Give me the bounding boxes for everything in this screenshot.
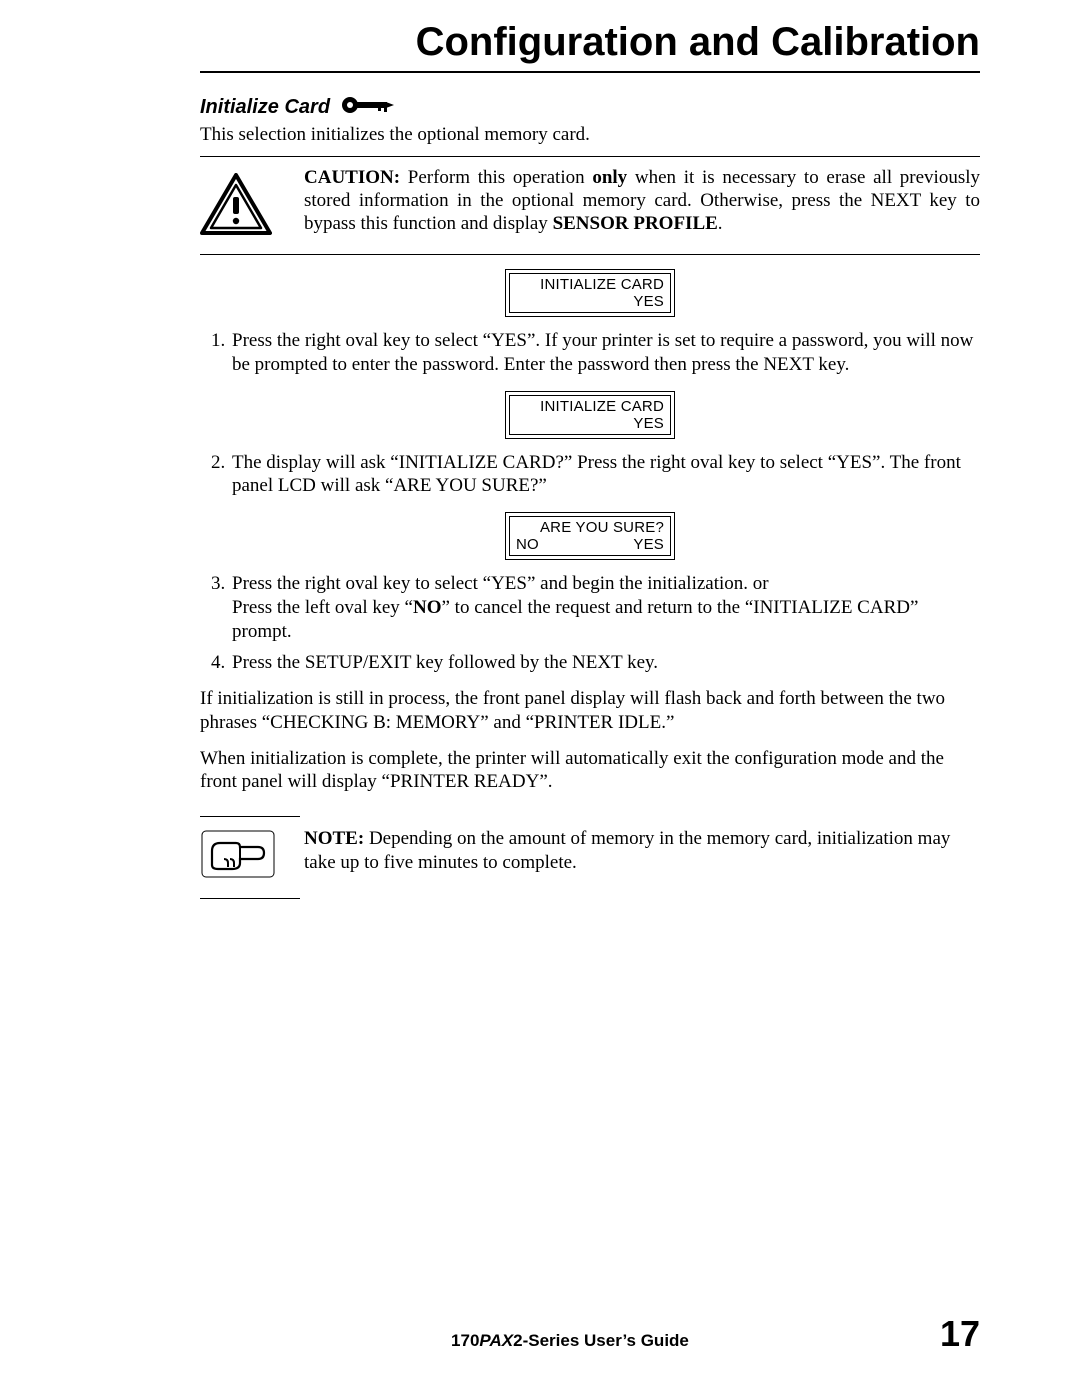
step-item: Press the right oval key to select “YES”…: [230, 572, 980, 643]
lcd-right: YES: [633, 415, 664, 432]
caution-callout: CAUTION: Perform this operation only whe…: [200, 156, 980, 255]
lcd-line: INITIALIZE CARD: [516, 398, 664, 415]
section-title: Initialize Card: [200, 96, 330, 119]
lcd-display-2: INITIALIZE CARD YES: [505, 391, 675, 439]
lcd-line: ARE YOU SURE?: [516, 519, 664, 536]
step-list: The display will ask “INITIALIZE CARD?” …: [200, 451, 980, 499]
caution-text: CAUTION: Perform this operation only whe…: [304, 167, 980, 235]
step-item: Press the SETUP/EXIT key followed by the…: [230, 651, 980, 675]
chapter-title: Configuration and Calibration: [200, 20, 980, 73]
lcd-right: YES: [633, 536, 664, 553]
lcd-left: NO: [516, 536, 539, 553]
page-footer: 170PAX2-Series User’s Guide 17: [200, 1313, 980, 1355]
body-para: If initialization is still in process, t…: [200, 687, 980, 735]
body-para: When initialization is complete, the pri…: [200, 747, 980, 795]
lcd-display-3: ARE YOU SURE? NO YES: [505, 512, 675, 560]
lcd-right: YES: [633, 293, 664, 310]
note-text: NOTE: Depending on the amount of memory …: [304, 827, 980, 875]
step-item: The display will ask “INITIALIZE CARD?” …: [230, 451, 980, 499]
step-list: Press the right oval key to select “YES”…: [200, 572, 980, 675]
step-item: Press the right oval key to select “YES”…: [230, 329, 980, 377]
section-intro: This selection initializes the optional …: [200, 124, 980, 146]
pointing-hand-icon: [200, 866, 276, 883]
note-callout: NOTE: Depending on the amount of memory …: [200, 817, 980, 898]
page-number: 17: [940, 1313, 980, 1355]
section-header: Initialize Card: [200, 95, 980, 120]
key-icon: [340, 95, 396, 120]
lcd-line: INITIALIZE CARD: [516, 276, 664, 293]
rule: [200, 898, 300, 899]
step-list: Press the right oval key to select “YES”…: [200, 329, 980, 377]
caution-icon: [200, 222, 272, 239]
lcd-display-1: INITIALIZE CARD YES: [505, 269, 675, 317]
footer-title: 170PAX2-Series User’s Guide: [200, 1331, 940, 1351]
